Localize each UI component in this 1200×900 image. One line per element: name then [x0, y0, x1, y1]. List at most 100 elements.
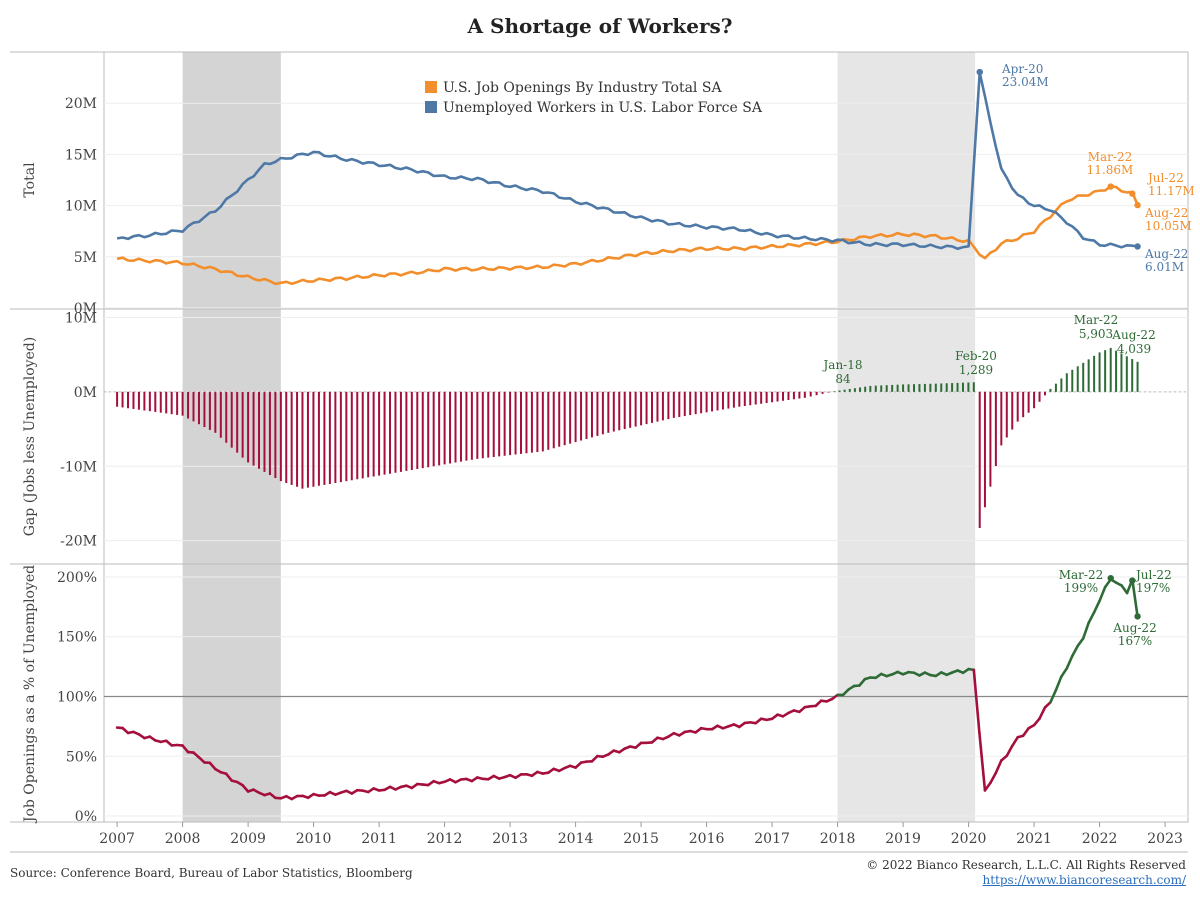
annotation-label: Mar-22 [1074, 313, 1119, 327]
annotation-label: Feb-20 [955, 349, 997, 363]
ratio-line-segment [989, 771, 998, 785]
ratio-line-segment [1010, 735, 1020, 748]
y-tick-label: -10M [60, 459, 97, 475]
y-tick-label: 0M [74, 385, 97, 401]
unemployed-line [116, 71, 1138, 251]
annotation-value: 5,903 [1079, 327, 1113, 341]
annotation-label: Aug-22 [1111, 328, 1155, 342]
ratio-line-segment [978, 731, 987, 792]
x-tick-label: 2009 [230, 831, 266, 847]
x-tick-label: 2007 [99, 831, 135, 847]
legend-swatch [425, 101, 437, 113]
annotation-value: 11.86M [1087, 163, 1134, 177]
x-tick-label: 2014 [558, 831, 594, 847]
ratio-line-segment [224, 772, 234, 782]
annotation-value: 84 [835, 372, 851, 386]
y-tick-label: 0% [75, 809, 97, 825]
annotation-dot [1134, 613, 1141, 620]
ratio-line-segment [208, 761, 217, 771]
ratio-line-segment [983, 781, 992, 792]
annotation-dot [1134, 201, 1141, 209]
ratio-line-segment [1081, 621, 1090, 640]
annotation-value: 197% [1136, 581, 1170, 595]
ratio-line-segment [1087, 610, 1096, 625]
chart-title: A Shortage of Workers? [467, 14, 733, 38]
y-tick-label: 150% [57, 630, 97, 646]
annotation-label: Aug-22 [1144, 247, 1188, 261]
ratio-line-segment [1092, 599, 1101, 614]
y-tick-label: 10M [65, 310, 97, 326]
ratio-line-segment [972, 668, 981, 734]
y-axis-title: Job Openings as a % of Unemployed [22, 565, 38, 824]
annotation-label: Jul-22 [1146, 171, 1184, 185]
ratio-line-segment [1065, 654, 1074, 670]
annotation-dot [1129, 577, 1136, 584]
x-tick-label: 2010 [296, 831, 332, 847]
y-tick-label: 50% [66, 749, 97, 765]
annotation-value: 11.17M [1148, 184, 1195, 198]
ratio-line-segment [1131, 578, 1139, 618]
annotation-dot [1129, 190, 1136, 197]
ratio-line-segment [1038, 706, 1047, 720]
annotation-value: 4,039 [1117, 342, 1151, 356]
x-tick-label: 2022 [1082, 831, 1118, 847]
annotation-value: 1,289 [959, 363, 993, 377]
annotation-dot [976, 68, 983, 76]
x-tick-label: 2019 [885, 831, 921, 847]
y-tick-label: 200% [57, 570, 97, 586]
y-tick-label: 15M [65, 147, 97, 163]
ratio-line-segment [1098, 585, 1107, 603]
ratio-line-segment [1120, 584, 1129, 595]
source-note: Source: Conference Board, Bureau of Labo… [10, 866, 413, 880]
annotation-label: Aug-22 [1144, 206, 1188, 220]
annotation-value: 199% [1064, 581, 1098, 595]
ratio-line-segment [1005, 744, 1014, 758]
x-tick-label: 2015 [623, 831, 659, 847]
y-axis-title: Gap (Jobs less Unemployed) [22, 337, 38, 537]
legend-entry: Unemployed Workers in U.S. Labor Force S… [443, 100, 763, 116]
annotation-value: 10.05M [1145, 219, 1192, 233]
annotation-value: 6.01M [1145, 260, 1184, 274]
ratio-line-segment [1049, 688, 1058, 704]
copyright-note: © 2022 Bianco Research, L.L.C. All Right… [866, 858, 1186, 872]
annotation-dot [1107, 183, 1114, 190]
x-tick-label: 2012 [427, 831, 463, 847]
annotation-value: 167% [1118, 634, 1152, 648]
x-tick-label: 2018 [820, 831, 856, 847]
shaded-band [837, 52, 976, 822]
y-tick-label: 5M [74, 250, 97, 266]
website-link[interactable]: https://www.biancoresearch.com/ [982, 873, 1186, 887]
annotation-dot [1134, 243, 1141, 250]
ratio-line-segment [1060, 666, 1069, 678]
y-tick-label: -20M [60, 534, 97, 550]
annotation-dot [1107, 574, 1114, 582]
ratio-line-segment [241, 783, 250, 793]
ratio-line-segment [1032, 717, 1041, 727]
y-tick-label: 20M [65, 96, 97, 112]
legend-swatch [425, 81, 437, 93]
annotation-value: 23.04M [1002, 75, 1049, 89]
y-tick-label: 0M [74, 301, 97, 317]
x-tick-label: 2016 [689, 831, 725, 847]
ratio-line-segment [858, 677, 867, 687]
y-tick-label: 100% [57, 689, 97, 705]
ratio-line-segment [1076, 637, 1085, 648]
ratio-line-segment [994, 759, 1003, 775]
annotation-label: Jan-18 [821, 358, 862, 372]
ratio-line-segment [1070, 644, 1080, 658]
x-tick-label: 2023 [1147, 831, 1183, 847]
annotation-label: Apr-20 [1001, 62, 1043, 76]
legend-entry: U.S. Job Openings By Industry Total SA [443, 80, 722, 96]
x-tick-label: 2011 [361, 831, 397, 847]
y-tick-label: 10M [65, 199, 97, 215]
ratio-line-segment [1021, 726, 1030, 738]
x-tick-label: 2021 [1016, 831, 1052, 847]
x-tick-label: 2017 [754, 831, 790, 847]
x-tick-label: 2008 [165, 831, 201, 847]
plot-frame [103, 51, 1189, 823]
ratio-line-segment [1054, 675, 1063, 692]
x-tick-label: 2020 [951, 831, 987, 847]
annotation-label: Mar-22 [1088, 150, 1133, 164]
x-tick-label: 2013 [492, 831, 528, 847]
